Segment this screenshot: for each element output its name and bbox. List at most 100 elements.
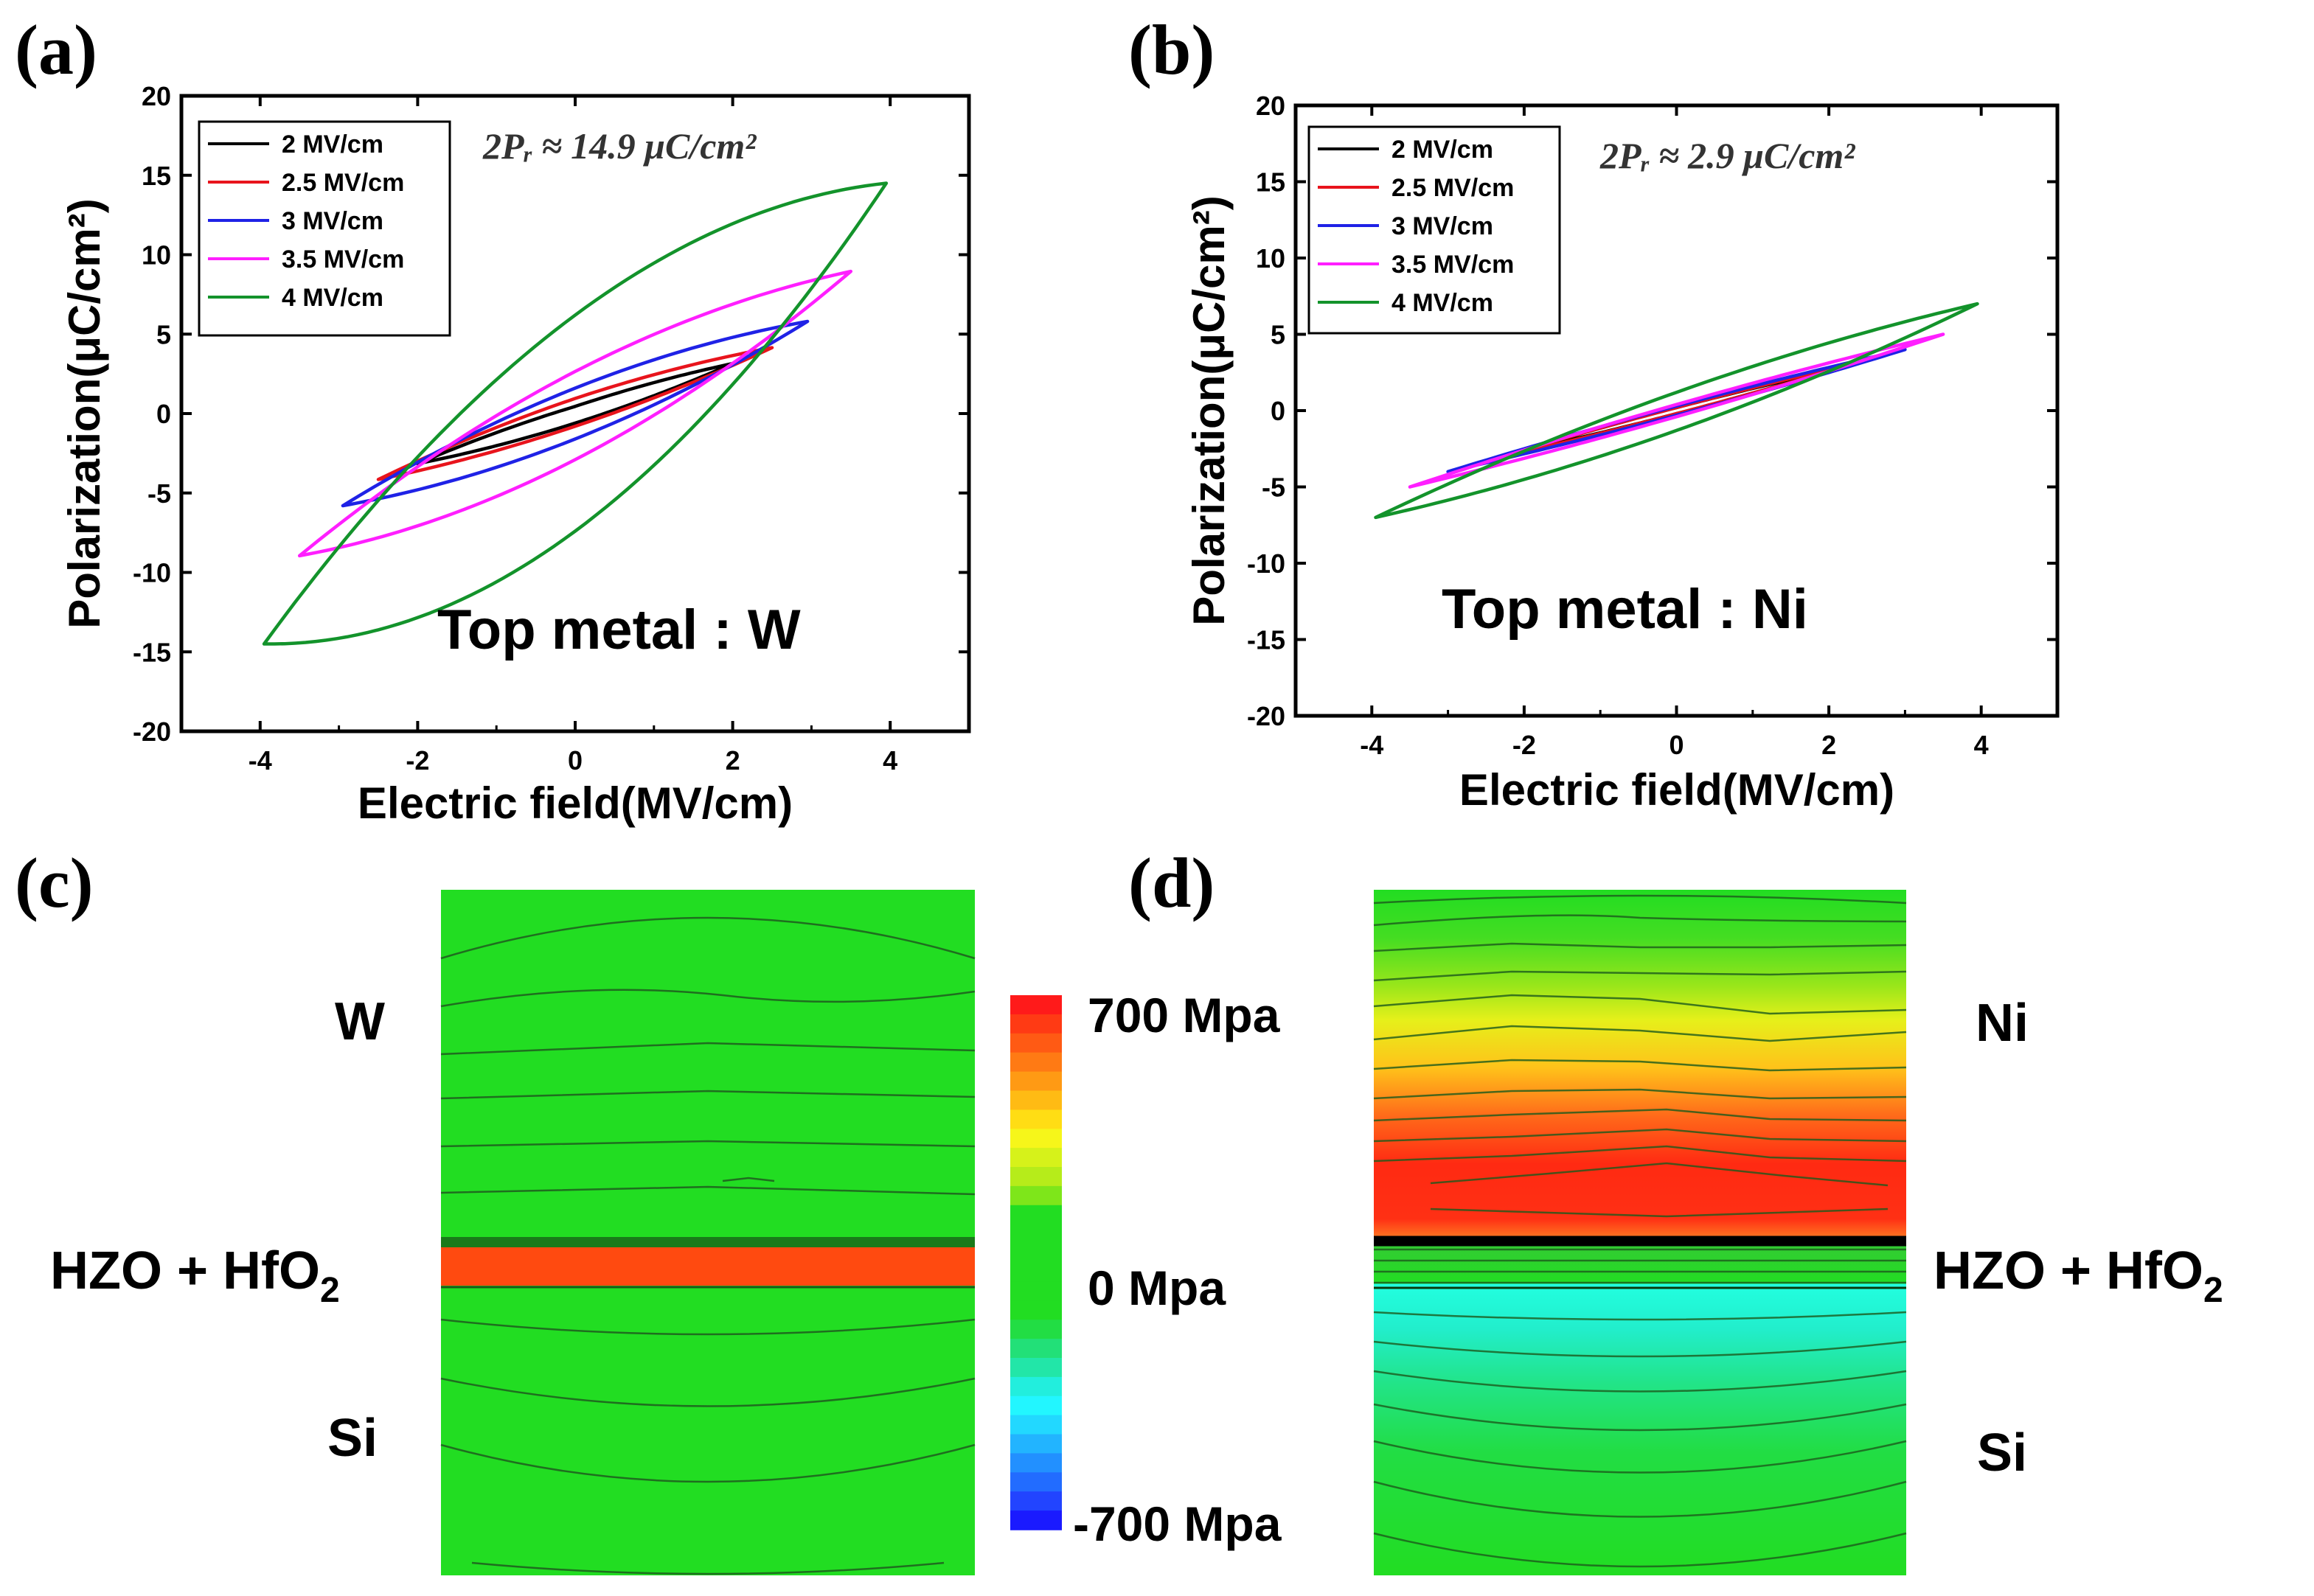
chart-a-xlabel: Electric field(MV/cm) xyxy=(358,778,793,828)
colorbar-step xyxy=(1010,1090,1062,1111)
stress-map-d-middle-sub: 2 xyxy=(2203,1271,2223,1310)
legend-label: 3.5 MV/cm xyxy=(282,245,404,273)
colorbar-step xyxy=(1010,1434,1062,1454)
colorbar-step xyxy=(1010,1224,1062,1244)
chart-a-legend: 2 MV/cm 2.5 MV/cm 3 MV/cm 3.5 MV/cm 4 MV/cm xyxy=(198,120,451,337)
stress-map-c-interface-line xyxy=(441,1237,975,1247)
chart-a-curves xyxy=(262,181,889,646)
y-tick-label: 0 xyxy=(1271,396,1285,426)
colorbar-max-label: 700 Mpa xyxy=(1088,988,1281,1042)
stress-map-c-top-label: W xyxy=(335,992,385,1051)
legend-label: 3.5 MV/cm xyxy=(1391,251,1514,279)
y-tick-label: 5 xyxy=(1271,320,1285,350)
colorbar-mid-label: 0 Mpa xyxy=(1088,1261,1226,1315)
colorbar-step xyxy=(1010,1395,1062,1416)
series-line-2.5-mv-cm xyxy=(376,346,774,481)
y-tick-label: 15 xyxy=(1256,167,1285,198)
stress-map-d xyxy=(1373,890,1907,1575)
colorbar-step xyxy=(1010,1033,1062,1053)
panel-b-label: (b) xyxy=(1128,10,1215,89)
chart-b-legend-box xyxy=(1307,125,1561,335)
y-tick-label: 0 xyxy=(156,399,171,429)
legend-label: 3 MV/cm xyxy=(1391,212,1493,240)
colorbar-step xyxy=(1010,1453,1062,1474)
colorbar-step xyxy=(1010,1300,1062,1320)
colorbar-step xyxy=(1010,1205,1062,1225)
colorbar-step xyxy=(1010,1415,1062,1435)
series-line-3.5-mv-cm xyxy=(1408,332,1945,489)
series-line-3.5-mv-cm xyxy=(297,269,853,558)
chart-b-legend: 2 MV/cm 2.5 MV/cm 3 MV/cm 3.5 MV/cm 4 MV/cm xyxy=(1307,125,1561,335)
legend-label: 2 MV/cm xyxy=(282,130,383,158)
panel-a-label: (a) xyxy=(15,10,97,89)
colorbar-step xyxy=(1010,995,1062,1015)
y-tick-label: -10 xyxy=(1247,548,1285,579)
x-tick-label: -4 xyxy=(1360,730,1383,760)
stress-map-c-bottom-label: Si xyxy=(327,1409,378,1468)
colorbar-step xyxy=(1010,1071,1062,1092)
x-tick-label: -2 xyxy=(1512,730,1536,760)
colorbar-step xyxy=(1010,1167,1062,1187)
colorbar-step xyxy=(1010,1358,1062,1378)
y-tick-label: -20 xyxy=(1247,701,1285,731)
y-tick-label: -15 xyxy=(1247,625,1285,655)
stress-map-d-middle-text: HZO + HfO xyxy=(1933,1241,2203,1300)
colorbar-step xyxy=(1010,1243,1062,1264)
stress-map-c-contours xyxy=(440,916,976,1575)
colorbar xyxy=(1010,995,1062,1530)
stress-map-c-middle-sub: 2 xyxy=(320,1271,340,1310)
legend-label: 3 MV/cm xyxy=(282,207,383,235)
colorbar-min-label: -700 Mpa xyxy=(1073,1496,1282,1551)
panel-d-label: (d) xyxy=(1128,843,1215,922)
colorbar-step xyxy=(1010,1510,1062,1530)
chart-a-ylabel: Polarization(μC/cm²) xyxy=(60,198,109,628)
y-tick-label: 10 xyxy=(142,240,171,271)
stress-map-c-oxide-layer xyxy=(441,1247,975,1286)
panel-c-label: (c) xyxy=(15,843,94,922)
y-tick-label: 20 xyxy=(1256,91,1285,121)
stress-map-c-middle-text: HZO + HfO xyxy=(50,1241,320,1300)
legend-label: 4 MV/cm xyxy=(282,284,383,312)
x-tick-label: 2 xyxy=(726,745,740,776)
y-tick-label: 15 xyxy=(142,161,171,191)
stress-map-d-contours xyxy=(1373,894,1907,1568)
legend-label: 2 MV/cm xyxy=(1391,136,1493,164)
y-tick-label: -5 xyxy=(1262,473,1285,503)
stress-map-d-middle-label: HZO + HfO2 xyxy=(1933,1241,2223,1310)
colorbar-step xyxy=(1010,1109,1062,1130)
colorbar-step xyxy=(1010,1148,1062,1168)
stress-map-d-top-label: Ni xyxy=(1976,994,2029,1053)
stress-map-c xyxy=(440,890,976,1575)
colorbar-step xyxy=(1010,1185,1062,1206)
y-tick-label: -15 xyxy=(133,637,171,667)
colorbar-step xyxy=(1010,1472,1062,1492)
colorbar-step xyxy=(1010,1491,1062,1511)
x-tick-label: 0 xyxy=(568,745,583,776)
chart-b-annotation: 2Pᵣ ≈ 2.9 μC/cm² xyxy=(1599,135,1855,176)
colorbar-step xyxy=(1010,1052,1062,1073)
chart-a-note: Top metal : W xyxy=(437,599,801,661)
colorbar-step xyxy=(1010,1376,1062,1397)
x-tick-label: 2 xyxy=(1821,730,1836,760)
chart-b-xlabel: Electric field(MV/cm) xyxy=(1459,765,1894,815)
series-line-4-mv-cm xyxy=(262,181,889,646)
chart-b-curves xyxy=(1374,302,1979,520)
chart-a-legend-box xyxy=(198,120,451,337)
x-tick-label: -2 xyxy=(406,745,429,776)
series-line-3-mv-cm xyxy=(341,319,810,508)
y-tick-label: -20 xyxy=(133,717,171,747)
y-tick-label: -10 xyxy=(133,558,171,588)
y-tick-label: 20 xyxy=(142,81,171,111)
stress-map-c-field xyxy=(441,890,975,1575)
colorbar-step xyxy=(1010,1320,1062,1339)
y-tick-label: -5 xyxy=(147,478,171,509)
colorbar-step xyxy=(1010,1014,1062,1034)
series-line-2-mv-cm xyxy=(416,361,734,466)
legend-label: 4 MV/cm xyxy=(1391,289,1493,317)
legend-label: 2.5 MV/cm xyxy=(282,169,404,197)
